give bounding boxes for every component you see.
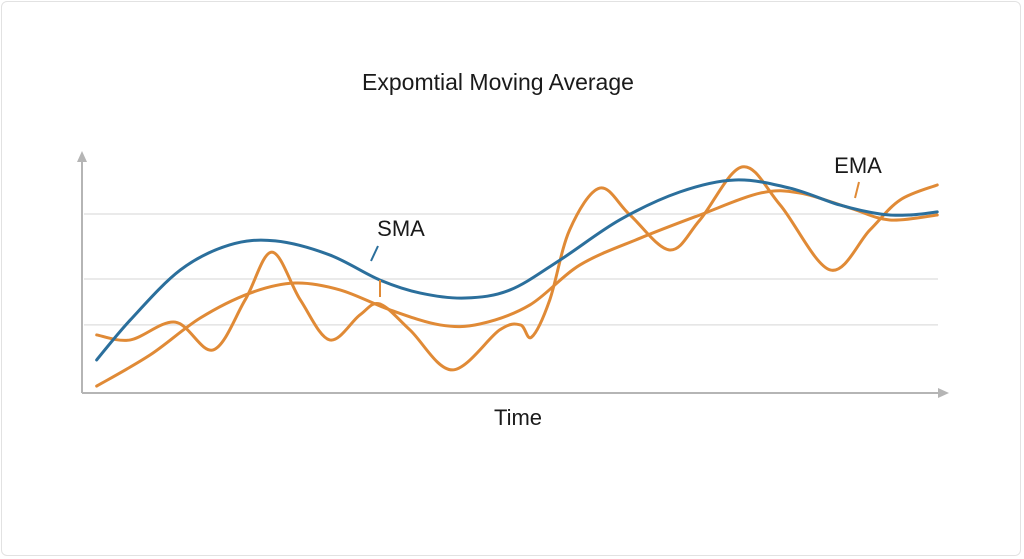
series-line-ema [95,189,939,388]
axes [77,151,949,398]
ema-leader-line [854,181,860,199]
gridlines [84,213,938,326]
sma-leader-line [370,245,379,262]
series-line-price [95,165,939,372]
ema-label: EMA [834,153,882,178]
sma-label: SMA [377,216,425,241]
chart-title: Expomtial Moving Average [362,69,634,95]
series-line-sma [95,178,939,362]
x-axis-arrow-icon [938,388,949,398]
series-lines [95,165,939,388]
x-axis-label: Time [494,405,542,430]
y-axis-arrow-icon [77,151,87,162]
